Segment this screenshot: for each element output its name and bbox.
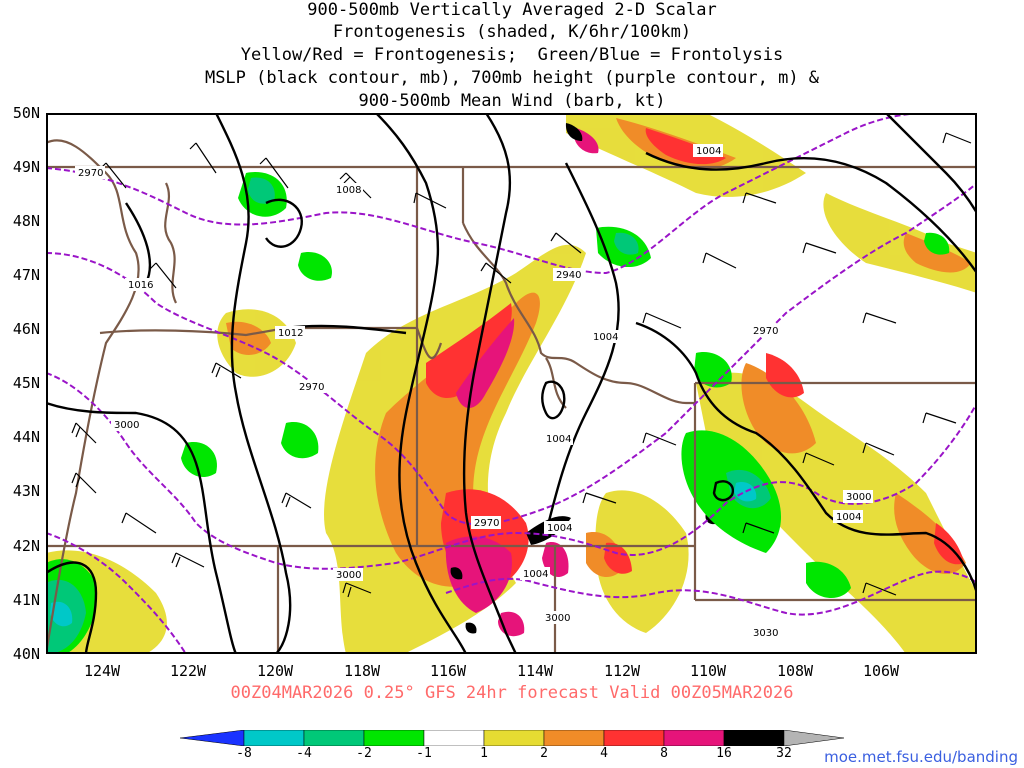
lon-label: 110W xyxy=(689,662,727,680)
lon-label: 122W xyxy=(169,662,207,680)
colorbar-label: -1 xyxy=(416,746,432,761)
lat-label: 42N xyxy=(12,537,40,555)
lon-label: 112W xyxy=(603,662,641,680)
source-credit-link[interactable]: moe.met.fsu.edu/banding xyxy=(824,748,1018,766)
colorbar-label: 1 xyxy=(480,746,488,761)
lon-label: 106W xyxy=(862,662,900,680)
title-line-2: Frontogenesis (shaded, K/6hr/100km) xyxy=(332,22,692,42)
lat-label: 45N xyxy=(12,374,40,392)
lon-label: 118W xyxy=(343,662,381,680)
height-label: 3000 xyxy=(545,613,570,624)
colorbar-svg xyxy=(180,730,844,746)
mslp-label: 1008 xyxy=(336,185,361,196)
lat-label: 43N xyxy=(12,482,40,500)
mslp-label: 1004 xyxy=(836,512,861,523)
mslp-label: 1016 xyxy=(128,280,153,291)
height-label: 3000 xyxy=(336,570,361,581)
mslp-label: 1004 xyxy=(523,569,548,580)
title-line-1: 900-500mb Vertically Averaged 2-D Scalar xyxy=(307,0,717,20)
height-label: 3030 xyxy=(753,628,778,639)
mslp-label: 1012 xyxy=(278,328,303,339)
mslp-label: 1004 xyxy=(696,146,721,157)
mslp-label: 1004 xyxy=(546,434,571,445)
colorbar-label: -4 xyxy=(296,746,312,761)
height-label: 2940 xyxy=(556,270,581,281)
mslp-contours xyxy=(46,113,977,654)
colorbar-label: 4 xyxy=(600,746,608,761)
height-label: 2970 xyxy=(299,382,324,393)
colorbar-label: 16 xyxy=(716,746,732,761)
contour-labels: 1004 1008 1016 1012 1004 1004 1004 1004 … xyxy=(46,113,873,639)
colorbar-label: 8 xyxy=(660,746,668,761)
lat-label: 50N xyxy=(12,104,40,122)
title-line-5: 900-500mb Mean Wind (barb, kt) xyxy=(358,91,666,111)
colorbar-label: -8 xyxy=(236,746,252,761)
lat-label: 40N xyxy=(12,645,40,663)
mslp-labels: 1004 1008 1016 1012 1004 1004 1004 1004 … xyxy=(46,113,863,580)
height-labels: 2970 2940 2970 2970 3000 2970 3000 3000 … xyxy=(75,166,873,639)
lon-label: 120W xyxy=(256,662,294,680)
forecast-valid-time: 00Z04MAR2026 0.25° GFS 24hr forecast Val… xyxy=(230,683,794,703)
title-line-4: MSLP (black contour, mb), 700mb height (… xyxy=(204,68,820,88)
lon-label: 108W xyxy=(776,662,814,680)
mslp-label: 1004 xyxy=(547,523,572,534)
title-line-3: Yellow/Red = Frontogenesis; Green/Blue =… xyxy=(240,45,784,65)
lat-label: 47N xyxy=(12,266,40,284)
height-label: 2970 xyxy=(753,326,778,337)
lon-label: 114W xyxy=(516,662,554,680)
height-label: 2970 xyxy=(78,168,103,179)
lon-label: 124W xyxy=(83,662,121,680)
map-svg: 1004 1008 1016 1012 1004 1004 1004 1004 … xyxy=(46,113,977,654)
political-borders xyxy=(46,139,977,654)
mslp-label-hidden: 1004 xyxy=(46,113,71,116)
colorbar-label: -2 xyxy=(356,746,372,761)
lat-label: 44N xyxy=(12,428,40,446)
colorbar-label: 2 xyxy=(540,746,548,761)
height-label: 3000 xyxy=(114,420,139,431)
colorbar-label: 32 xyxy=(776,746,792,761)
lat-label: 49N xyxy=(12,158,40,176)
lat-label: 41N xyxy=(12,591,40,609)
height-label: 2970 xyxy=(474,518,499,529)
map-panel[interactable]: 1004 1008 1016 1012 1004 1004 1004 1004 … xyxy=(46,113,977,654)
mslp-label: 1004 xyxy=(593,332,618,343)
lat-label: 46N xyxy=(12,320,40,338)
lat-label: 48N xyxy=(12,212,40,230)
lon-label: 116W xyxy=(429,662,467,680)
height-label: 3000 xyxy=(846,492,871,503)
